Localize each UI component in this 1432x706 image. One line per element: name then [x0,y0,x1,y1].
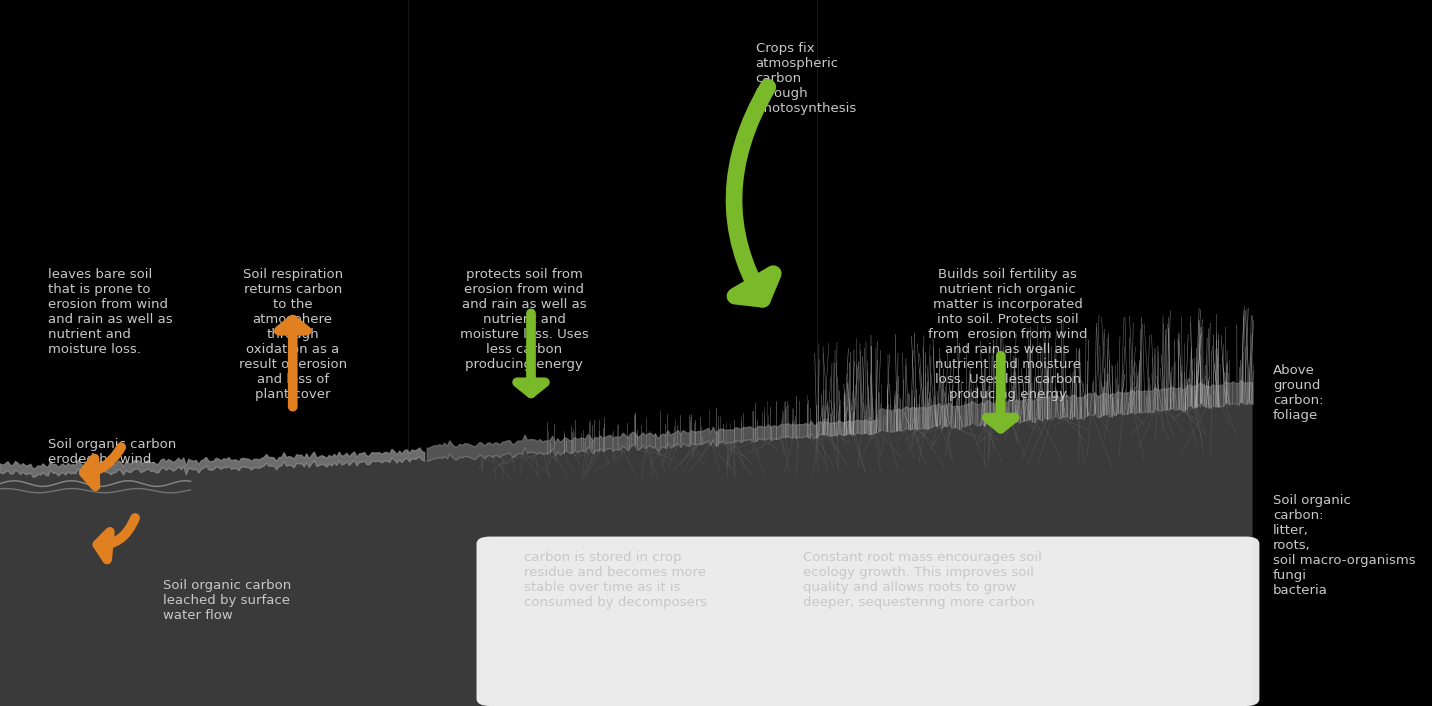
Text: Soil respiration
returns carbon
to the
atmosphere
through
oxidation as a
result : Soil respiration returns carbon to the a… [239,268,347,401]
Text: Builds soil fertility as
nutrient rich organic
matter is incorporated
into soil.: Builds soil fertility as nutrient rich o… [928,268,1087,401]
FancyArrowPatch shape [97,518,135,559]
FancyArrowPatch shape [517,313,546,393]
FancyArrowPatch shape [84,447,122,486]
FancyArrowPatch shape [279,320,306,407]
Text: protects soil from
erosion from wind
and rain as well as
nutrient and
moisture l: protects soil from erosion from wind and… [460,268,589,371]
FancyBboxPatch shape [477,537,1259,706]
Text: Constant root mass encourages soil
ecology growth. This improves soil
quality an: Constant root mass encourages soil ecolo… [803,551,1042,609]
Text: leaves bare soil
that is prone to
erosion from wind
and rain as well as
nutrient: leaves bare soil that is prone to erosio… [47,268,172,357]
FancyArrowPatch shape [987,356,1015,429]
Text: Soil organic carbon
eroded by wind.: Soil organic carbon eroded by wind. [47,438,176,466]
Text: Soil organic carbon
leached by surface
water flow: Soil organic carbon leached by surface w… [163,579,292,622]
Text: carbon is stored in crop
residue and becomes more
stable over time as it is
cons: carbon is stored in crop residue and bec… [524,551,707,609]
Polygon shape [0,402,1253,706]
Text: Above
ground
carbon:
foliage: Above ground carbon: foliage [1273,364,1323,421]
Text: Soil organic
carbon:
litter,
roots,
soil macro-organisms
fungi
bacteria: Soil organic carbon: litter, roots, soil… [1273,494,1416,597]
Text: Crops fix
atmospheric
carbon
through
photosynthesis: Crops fix atmospheric carbon through pho… [756,42,856,115]
FancyArrowPatch shape [735,87,773,299]
